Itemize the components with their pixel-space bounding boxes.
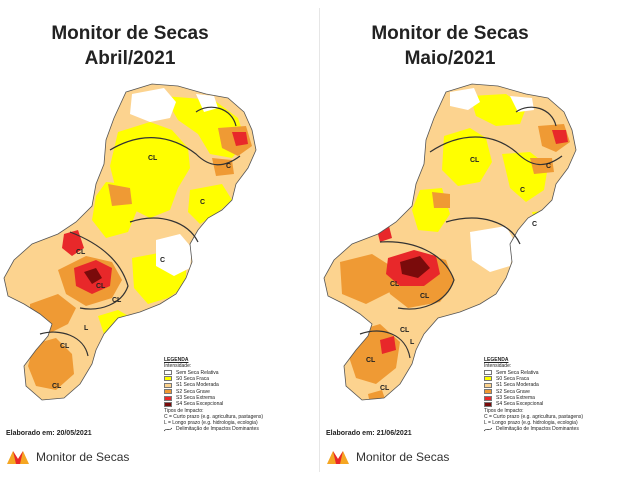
legend-label: S2 Seca Grave	[496, 388, 530, 395]
legend-impact-long: L = Longo prazo (e.g. hidrologia, ecolog…	[164, 420, 258, 427]
map-title-line1: Monitor de Secas	[371, 23, 529, 44]
legend-swatch	[484, 395, 492, 401]
elaborado-date: Elaborado em: 21/06/2021	[326, 430, 412, 437]
map-label: L	[84, 325, 89, 332]
legend-item: S0 Seca Fraca	[484, 376, 634, 382]
legend-swatch	[484, 402, 492, 408]
map-label: CL	[112, 297, 122, 304]
map-title-line1: Monitor de Secas	[51, 23, 209, 44]
legend-label: S0 Seca Fraca	[496, 375, 530, 382]
legend-item: S4 Seca Excepcional	[164, 401, 314, 407]
monitor-de-secas-logo-icon	[327, 451, 349, 464]
legend-label: S1 Seca Moderada	[176, 382, 219, 389]
legend-swatch	[164, 389, 172, 395]
legend-label: S3 Seca Extrema	[496, 395, 535, 402]
legend-intensity-title: Intensidade:	[484, 363, 512, 370]
legend-label: Delimitação de Impactos Dominantes	[496, 426, 579, 433]
map-label: C	[226, 163, 231, 170]
panel-divider	[319, 8, 320, 472]
map-label: CL	[380, 385, 390, 392]
brand-name: Monitor de Secas	[36, 450, 130, 464]
map-label: CL	[96, 283, 106, 290]
panel-maio: Monitor de Secas Maio/2021	[320, 0, 640, 480]
legend-item: S3 Seca Extrema	[164, 395, 314, 401]
legend-impact-short: C = Curto prazo (e.g. agricultura, pasta…	[164, 413, 264, 420]
legend-swatch	[164, 382, 172, 388]
legend-item: Sem Seca Relativa	[484, 369, 634, 376]
map-label: L	[410, 339, 415, 346]
legend-swatch	[484, 376, 492, 382]
brand: Monitor de Secas	[6, 446, 129, 468]
map-label: CL	[52, 383, 62, 390]
legend-label: S0 Seca Fraca	[176, 375, 210, 382]
legend-swatch	[484, 370, 492, 376]
legend-swatch	[164, 370, 172, 376]
legend-label: Sem Seca Relativa	[496, 369, 539, 376]
legend-label: S4 Seca Excepcional	[496, 401, 544, 408]
elaborado-date: Elaborado em: 20/05/2021	[6, 430, 92, 437]
legend-item: Sem Seca Relativa	[164, 369, 314, 376]
legend-label: S3 Seca Extrema	[176, 395, 215, 402]
map-label: C	[160, 257, 165, 264]
legend-swatch	[164, 395, 172, 401]
map-label: CL	[420, 293, 430, 300]
map-label: CL	[60, 343, 70, 350]
map-title-line2: Maio/2021	[404, 48, 496, 69]
legend-intensity-title: Intensidade:	[164, 363, 192, 370]
impact-line-icon	[484, 427, 492, 432]
legend-title: LEGENDA	[164, 357, 189, 363]
legend-impact-long: L = Longo prazo (e.g. hidrologia, ecolog…	[484, 420, 578, 427]
legend-label: Sem Seca Relativa	[176, 369, 219, 376]
map-label: CL	[76, 249, 86, 256]
map-label: C	[520, 187, 525, 194]
map-title-line2: Abril/2021	[84, 48, 176, 69]
map-label: CL	[390, 281, 400, 288]
brand-name: Monitor de Secas	[356, 450, 450, 464]
legend-label: S4 Seca Excepcional	[176, 401, 224, 408]
map-label: C	[532, 221, 537, 228]
legend-swatch	[484, 382, 492, 388]
legend-swatch	[164, 376, 172, 382]
legend-item: S1 Seca Moderada	[484, 382, 634, 388]
legend-swatch	[164, 402, 172, 408]
map-label: C	[546, 163, 551, 170]
monitor-de-secas-logo-icon	[7, 451, 29, 464]
drought-map-maio: CL C C CL CL CL CL CL L C	[323, 83, 577, 401]
legend-label: S2 Seca Grave	[176, 388, 210, 395]
map-label: CL	[148, 155, 158, 162]
panel-abril: Monitor de Secas Abril/2021	[3, 23, 314, 468]
map-label: C	[200, 199, 205, 206]
map-label: CL	[400, 327, 410, 334]
legend-title: LEGENDA	[484, 357, 509, 363]
legend-label: Delimitação de Impactos Dominantes	[176, 426, 259, 433]
legend-swatch	[484, 389, 492, 395]
legend-line-item: Delimitação de Impactos Dominantes	[484, 426, 634, 432]
legend-impact-title: Tipos de Impacto:	[164, 407, 204, 414]
map-legend: LEGENDA Intensidade: Sem Seca Relativa S…	[484, 357, 634, 433]
legend-label: S1 Seca Moderada	[496, 382, 539, 389]
legend-impact-title: Tipos de Impacto:	[484, 407, 524, 414]
legend-item: S1 Seca Moderada	[164, 382, 314, 388]
map-label: CL	[366, 357, 376, 364]
legend-item: S2 Seca Grave	[484, 389, 634, 395]
legend-item: S0 Seca Fraca	[164, 376, 314, 382]
drought-map-abril: CL C C CL C CL CL CL CL L	[3, 83, 257, 401]
legend-item: S4 Seca Excepcional	[484, 401, 634, 407]
legend-item: S3 Seca Extrema	[484, 395, 634, 401]
map-label: CL	[470, 157, 480, 164]
legend-item: S2 Seca Grave	[164, 389, 314, 395]
legend-line-item: Delimitação de Impactos Dominantes	[164, 426, 314, 432]
impact-line-icon	[164, 427, 172, 432]
legend-impact-short: C = Curto prazo (e.g. agricultura, pasta…	[484, 413, 584, 420]
map-legend: LEGENDA Intensidade: Sem Seca Relativa S…	[164, 357, 314, 433]
brand: Monitor de Secas	[326, 446, 449, 468]
